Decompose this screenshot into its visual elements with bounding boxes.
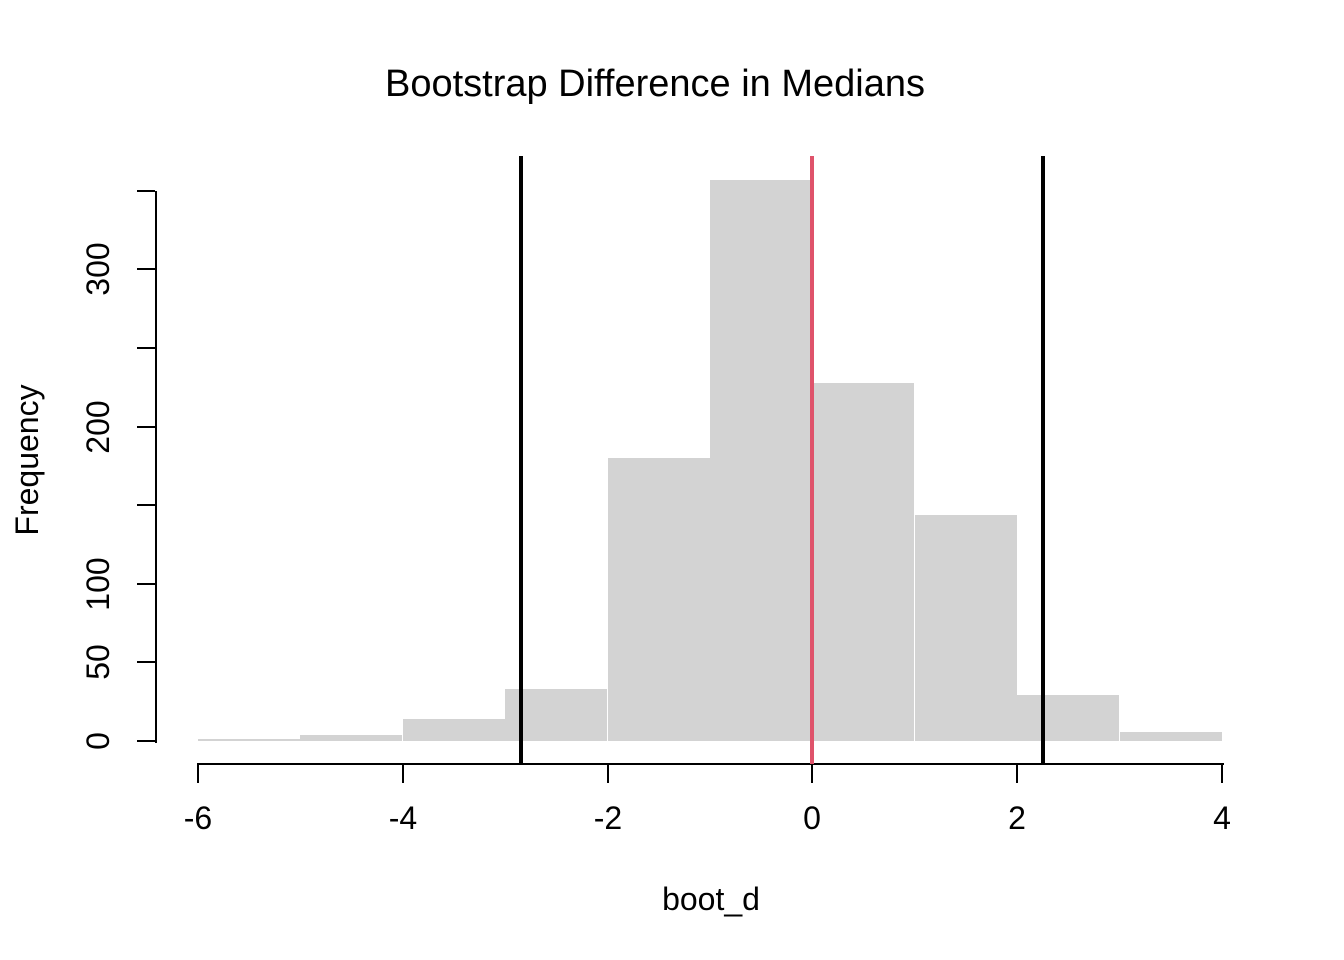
- y-tick-label: 100: [80, 557, 116, 611]
- histogram-bar: [915, 515, 1017, 741]
- y-tick: [137, 190, 155, 192]
- x-tick-label: 4: [1213, 800, 1231, 836]
- x-tick-label: -4: [388, 800, 418, 836]
- x-tick: [402, 763, 404, 783]
- histogram-bar: [300, 735, 402, 741]
- y-tick-label: 0: [80, 732, 116, 750]
- reference-line: [810, 156, 814, 764]
- y-tick: [137, 426, 155, 428]
- x-axis-label: boot_d: [662, 881, 760, 917]
- x-tick: [1016, 763, 1018, 783]
- x-tick-label: 0: [803, 800, 821, 836]
- x-tick: [1221, 763, 1223, 783]
- y-tick: [137, 347, 155, 349]
- x-tick-label: -2: [593, 800, 623, 836]
- x-tick: [197, 763, 199, 783]
- y-tick: [137, 504, 155, 506]
- histogram-bar: [608, 458, 710, 741]
- y-tick: [137, 268, 155, 270]
- y-tick-label: 200: [80, 400, 116, 454]
- y-tick: [137, 661, 155, 663]
- chart-title: Bootstrap Difference in Medians: [384, 63, 926, 105]
- histogram-bar: [1120, 732, 1222, 741]
- histogram-bar: [812, 383, 914, 741]
- y-tick-label: 300: [80, 242, 116, 296]
- histogram-bar: [710, 180, 812, 741]
- x-tick: [607, 763, 609, 783]
- histogram-bar: [403, 719, 505, 741]
- reference-line: [1041, 156, 1045, 764]
- y-tick-label: 50: [80, 644, 116, 680]
- x-tick: [811, 763, 813, 783]
- y-axis-line: [155, 191, 157, 743]
- y-tick: [137, 583, 155, 585]
- histogram-bar: [198, 739, 300, 741]
- y-axis-label: Frequency: [9, 384, 45, 536]
- y-tick: [137, 740, 155, 742]
- x-axis-line: [198, 763, 1224, 765]
- x-tick-label: 2: [1008, 800, 1026, 836]
- x-tick-label: -6: [183, 800, 213, 836]
- histogram-bar: [1017, 695, 1119, 741]
- reference-line: [519, 156, 523, 764]
